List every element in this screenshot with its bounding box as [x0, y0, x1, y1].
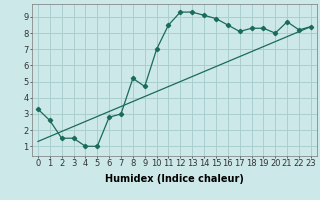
X-axis label: Humidex (Indice chaleur): Humidex (Indice chaleur) [105, 174, 244, 184]
